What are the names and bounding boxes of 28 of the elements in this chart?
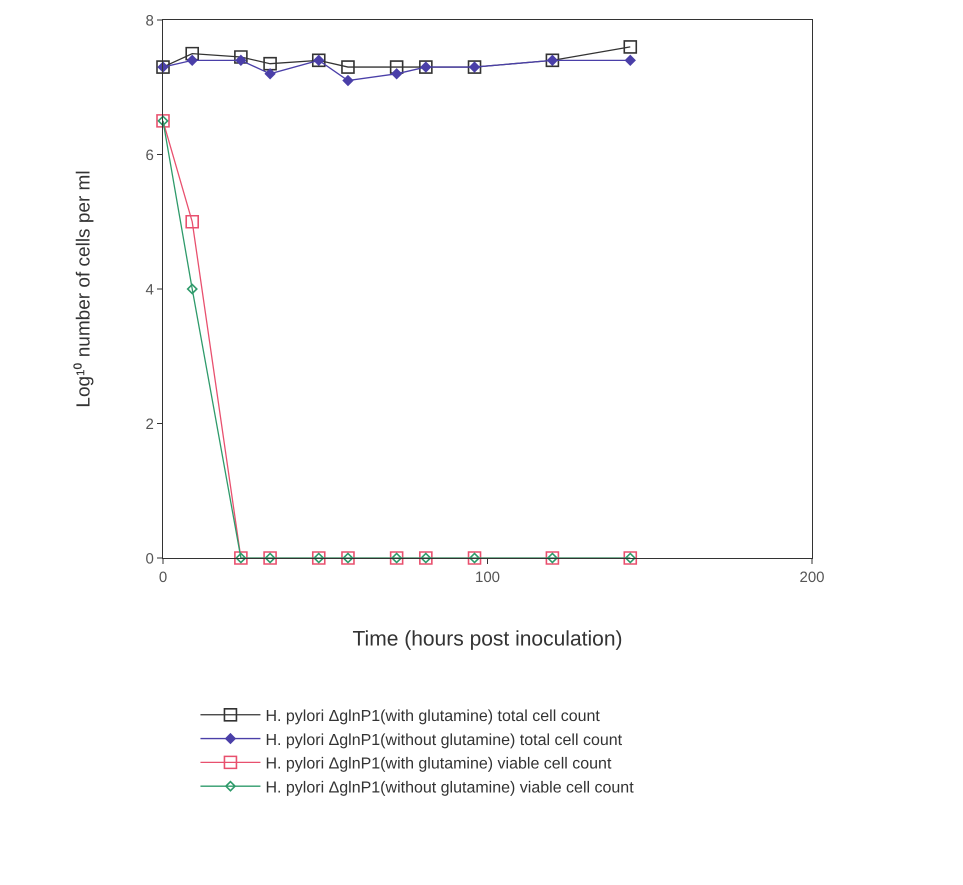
point bbox=[236, 55, 246, 66]
legend-label: H. pylori ΔglnP1(with glutamine) viable cell count bbox=[265, 756, 612, 773]
x-axis-title: Time (hours post inoculation) bbox=[352, 627, 623, 650]
y-tick-label: 0 bbox=[146, 550, 154, 568]
x-tick-label: 100 bbox=[474, 569, 500, 586]
y-axis-title: Log¹⁰ number of cells per ml bbox=[72, 170, 94, 408]
point bbox=[186, 55, 198, 66]
point bbox=[186, 284, 198, 294]
point bbox=[185, 46, 200, 60]
point bbox=[263, 56, 277, 71]
point bbox=[342, 75, 354, 86]
point bbox=[185, 214, 200, 229]
point bbox=[341, 60, 355, 74]
x-tick-label: 0 bbox=[158, 569, 168, 586]
point bbox=[624, 55, 636, 66]
legend-label: H. pylori ΔglnP1(with glutamine) total cell count bbox=[265, 708, 600, 726]
legend-label: H. pylori ΔglnP1(without glutamine) total cell count bbox=[265, 732, 623, 749]
y-tick-label: 6 bbox=[146, 146, 154, 164]
y-tick-label: 2 bbox=[146, 416, 154, 433]
point bbox=[391, 68, 402, 80]
x-tick-label: 200 bbox=[799, 569, 825, 586]
y-tick-label: 4 bbox=[146, 281, 154, 298]
y-tick-label: 8 bbox=[146, 12, 154, 30]
point bbox=[234, 50, 248, 64]
point bbox=[264, 68, 276, 80]
legend-label: H. pylori ΔglnP1(without glutamine) viable cell count bbox=[265, 779, 634, 796]
point bbox=[390, 60, 404, 74]
point bbox=[623, 40, 638, 54]
